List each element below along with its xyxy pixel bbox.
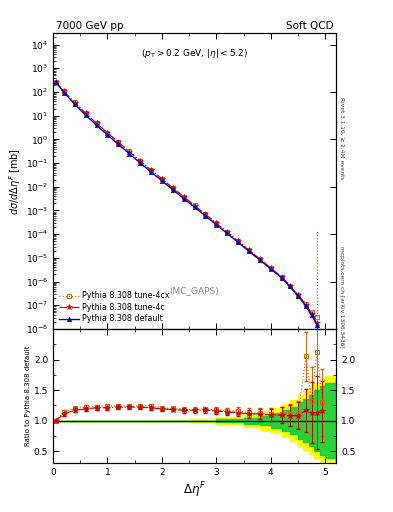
Pythia 8.308 default [203,213,208,219]
Pythia 8.308 tune-4c [105,130,110,136]
Line: Pythia 8.308 default: Pythia 8.308 default [53,80,319,327]
Text: mcplots.cern.ch [arXiv:1306.3436]: mcplots.cern.ch [arXiv:1306.3436] [339,246,344,348]
Pythia 8.308 default [105,132,110,138]
Y-axis label: Ratio to Pythia 8.308 default: Ratio to Pythia 8.308 default [25,346,31,446]
Pythia 8.308 tune-4c [171,185,175,191]
Text: (MC_GAPS): (MC_GAPS) [170,286,219,295]
Pythia 8.308 default [171,186,175,193]
Pythia 8.308 default [246,248,251,254]
Pythia 8.308 default [83,112,88,118]
Pythia 8.308 tune-4cx [296,292,300,298]
Pythia 8.308 tune-4cx [304,301,309,307]
Pythia 8.308 tune-4cx [246,247,251,253]
Pythia 8.308 tune-4c [225,229,230,235]
Pythia 8.308 tune-4c [236,238,241,244]
Pythia 8.308 tune-4cx [257,256,262,262]
Pythia 8.308 default [160,178,164,184]
Pythia 8.308 tune-4cx [309,309,314,315]
Pythia 8.308 default [149,169,153,175]
Pythia 8.308 tune-4cx [268,265,273,271]
Pythia 8.308 tune-4cx [181,194,186,200]
Pythia 8.308 tune-4cx [236,238,241,244]
Pythia 8.308 tune-4cx [171,185,175,191]
Pythia 8.308 tune-4cx [315,314,320,320]
Pythia 8.308 default [296,293,300,299]
Pythia 8.308 tune-4c [214,220,219,226]
Pythia 8.308 tune-4cx [116,139,121,145]
Pythia 8.308 tune-4c [315,321,320,327]
Pythia 8.308 tune-4c [203,211,208,218]
Pythia 8.308 tune-4cx [72,99,77,105]
Pythia 8.308 tune-4c [160,176,164,182]
Pythia 8.308 tune-4cx [62,88,66,94]
Pythia 8.308 default [62,90,66,96]
Pythia 8.308 tune-4c [257,256,262,262]
Pythia 8.308 tune-4cx [192,202,197,208]
Pythia 8.308 tune-4cx [53,79,58,85]
Pythia 8.308 tune-4cx [105,130,110,136]
Pythia 8.308 default [214,222,219,228]
Pythia 8.308 tune-4cx [127,148,132,155]
Pythia 8.308 tune-4cx [94,120,99,126]
Pythia 8.308 default [287,284,292,290]
Pythia 8.308 default [236,239,241,245]
Pythia 8.308 tune-4c [138,158,143,164]
Pythia 8.308 tune-4c [94,120,99,126]
Text: $(p_{\rm T} > 0.2$ GeV, $|\eta| < 5.2)$: $(p_{\rm T} > 0.2$ GeV, $|\eta| < 5.2)$ [141,47,248,59]
Pythia 8.308 tune-4cx [225,229,230,235]
Pythia 8.308 default [279,274,284,281]
Pythia 8.308 tune-4c [304,302,309,308]
Pythia 8.308 tune-4c [181,194,186,200]
Pythia 8.308 tune-4c [83,110,88,116]
Pythia 8.308 tune-4cx [279,273,284,280]
Legend: Pythia 8.308 tune-4cx, Pythia 8.308 tune-4c, Pythia 8.308 default: Pythia 8.308 tune-4cx, Pythia 8.308 tune… [57,290,171,325]
Pythia 8.308 default [53,79,58,85]
Pythia 8.308 default [94,122,99,129]
Pythia 8.308 default [257,257,262,263]
Pythia 8.308 default [225,230,230,237]
Line: Pythia 8.308 tune-4cx: Pythia 8.308 tune-4cx [54,80,319,319]
Text: Soft QCD: Soft QCD [286,21,333,31]
Pythia 8.308 tune-4cx [83,110,88,116]
Pythia 8.308 tune-4cx [287,283,292,289]
Pythia 8.308 tune-4c [279,274,284,280]
Text: 7000 GeV pp: 7000 GeV pp [56,21,123,31]
Pythia 8.308 tune-4c [53,79,58,85]
Pythia 8.308 tune-4c [287,283,292,289]
Pythia 8.308 tune-4c [62,88,66,94]
Pythia 8.308 default [309,312,314,318]
X-axis label: $\Delta\eta^{F}$: $\Delta\eta^{F}$ [183,480,206,500]
Text: Rivet 3.1.10, ≥ 2.4M events: Rivet 3.1.10, ≥ 2.4M events [339,97,344,180]
Pythia 8.308 tune-4c [309,311,314,317]
Pythia 8.308 tune-4c [127,148,132,155]
Pythia 8.308 default [192,204,197,210]
Pythia 8.308 tune-4c [296,292,300,298]
Pythia 8.308 default [181,196,186,202]
Pythia 8.308 tune-4c [192,203,197,209]
Pythia 8.308 tune-4cx [149,167,153,173]
Pythia 8.308 tune-4cx [203,211,208,217]
Pythia 8.308 tune-4cx [214,220,219,226]
Pythia 8.308 default [304,303,309,309]
Y-axis label: $d\sigma/d\Delta\eta^{F}$ [mb]: $d\sigma/d\Delta\eta^{F}$ [mb] [7,147,23,215]
Pythia 8.308 tune-4c [72,100,77,106]
Pythia 8.308 tune-4cx [138,158,143,164]
Pythia 8.308 default [268,266,273,272]
Pythia 8.308 tune-4cx [160,176,164,182]
Line: Pythia 8.308 tune-4c: Pythia 8.308 tune-4c [53,79,320,326]
Pythia 8.308 tune-4c [149,167,153,173]
Pythia 8.308 tune-4c [268,265,273,271]
Pythia 8.308 default [315,322,320,328]
Pythia 8.308 default [138,160,143,166]
Pythia 8.308 default [127,151,132,157]
Pythia 8.308 default [72,101,77,108]
Pythia 8.308 default [116,141,121,147]
Pythia 8.308 tune-4c [116,139,121,145]
Pythia 8.308 tune-4c [246,247,251,253]
